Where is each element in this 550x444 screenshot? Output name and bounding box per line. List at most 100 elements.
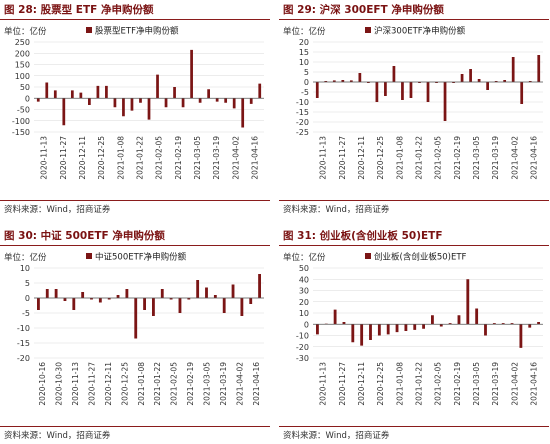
bar [156, 74, 159, 99]
x-tick-label: 2020-11-27 [59, 136, 68, 180]
y-tick-label: 200 [15, 49, 30, 58]
bar [377, 324, 381, 336]
bar [45, 289, 49, 298]
legend-swatch [86, 253, 92, 259]
legend-label: 沪深300ETF净申购份额 [374, 26, 466, 37]
bar [519, 324, 523, 348]
x-tick-label: 2021-04-16 [252, 362, 261, 406]
chart-chinext-etf: 单位：亿份 创业板(含创业板50)ETF -30 -20 -10 0 10 20 30 40 50 2… [283, 252, 543, 406]
y-tick-label: 15 [299, 48, 309, 57]
y-tick-label: -25 [296, 128, 309, 137]
bar [528, 324, 532, 328]
x-tick-label: 2020-10-30 [55, 362, 64, 406]
bar [315, 82, 319, 98]
bar [45, 82, 49, 99]
bar [409, 82, 413, 98]
y-tick-label: 0 [304, 78, 309, 87]
y-tick-label: 20 [299, 298, 309, 307]
x-tick-label: 2021-01-08 [116, 136, 125, 180]
bar [62, 98, 66, 126]
bar [537, 55, 541, 82]
y-tick-label: -30 [296, 354, 309, 363]
bar [528, 81, 532, 82]
bar [88, 98, 91, 105]
x-tick-label: 2020-12-25 [376, 362, 385, 406]
unit-label: 单位：亿份 [283, 252, 326, 263]
bar [448, 323, 452, 325]
bar [53, 90, 57, 99]
bar [224, 98, 228, 103]
y-tick-label: 0 [25, 94, 30, 103]
bar [143, 298, 146, 310]
bar [258, 274, 261, 298]
y-tick-label: 5 [304, 68, 309, 77]
bar [342, 322, 346, 325]
y-tick-label: 10 [299, 309, 309, 318]
bar [349, 80, 353, 82]
bar [494, 81, 498, 82]
legend: 沪深300ETF净申购份额 [365, 26, 466, 37]
y-tick-label: 20 [299, 38, 309, 47]
x-tick-label: 2020-12-25 [376, 136, 385, 180]
y-tick-label: 100 [15, 72, 30, 81]
bar [511, 57, 515, 82]
source-note: 资料来源：Wind，招商证券 [283, 431, 390, 441]
bar [107, 298, 111, 300]
bar [404, 324, 408, 331]
bar [249, 298, 253, 304]
bar [258, 83, 262, 99]
bar [37, 298, 40, 310]
bar [63, 298, 67, 301]
bar [122, 98, 125, 117]
legend-label: 创业板(含创业板50)ETF [374, 252, 467, 263]
bar [413, 324, 417, 330]
x-tick-label: 2021-04-16 [529, 362, 538, 406]
x-tick-label: 2021-02-05 [155, 136, 164, 180]
x-tick-label: 2020-12-25 [97, 136, 106, 180]
x-tick-label: 2020-12-25 [120, 362, 129, 406]
y-tick-label: -5 [22, 309, 30, 318]
legend-label: 股票型ETF净申购份额 [95, 26, 179, 37]
bar [207, 89, 210, 99]
x-tick-label: 2021-01-08 [137, 362, 146, 406]
y-tick-label: 10 [20, 264, 30, 273]
y-tick-label: -10 [296, 332, 309, 341]
bar [537, 322, 540, 325]
x-tick-label: 2020-11-27 [338, 362, 347, 406]
bar [469, 69, 472, 82]
bar [213, 295, 217, 298]
legend: 中证500ETF净申购份额 [86, 252, 187, 263]
y-tick-label: -100 [12, 117, 30, 126]
bar [178, 298, 182, 313]
bar [375, 82, 379, 102]
bar [477, 79, 481, 82]
x-tick-label: 2021-03-05 [472, 136, 481, 180]
bar [392, 66, 396, 82]
bar [173, 87, 176, 99]
x-tick-label: 2021-02-19 [453, 362, 462, 406]
bar [360, 324, 364, 346]
title-divider [0, 245, 270, 246]
unit-label: 单位：亿份 [283, 26, 326, 37]
panel-stock-etf: 图 28: 股票型 ETF 净申购份额 单位：亿份 股票型ETF净申购份额 -150… [0, 0, 270, 218]
bar [164, 98, 168, 108]
y-tick-label: 250 [15, 38, 30, 47]
x-tick-label: 2021-04-16 [250, 136, 259, 180]
bar [116, 295, 120, 298]
x-tick-label: 2020-12-11 [357, 362, 366, 406]
bar [231, 284, 235, 298]
bar [333, 309, 337, 325]
y-tick-label: -20 [296, 118, 309, 127]
x-tick-label: 2021-01-22 [414, 136, 423, 180]
bar [147, 98, 151, 120]
x-tick-label: 2021-02-19 [174, 136, 183, 180]
legend-swatch [365, 27, 371, 33]
y-tick-label: -20 [17, 354, 30, 363]
y-tick-label: 50 [299, 264, 309, 273]
bar [492, 323, 496, 325]
x-tick-label: 2021-01-22 [135, 136, 144, 180]
bar [249, 98, 253, 104]
bar [98, 298, 102, 303]
panel-chinext-etf: 图 31: 创业板(含创业板 50)ETF 单位：亿份 创业板(含创业板50)ET… [279, 226, 549, 444]
bar [386, 324, 390, 335]
